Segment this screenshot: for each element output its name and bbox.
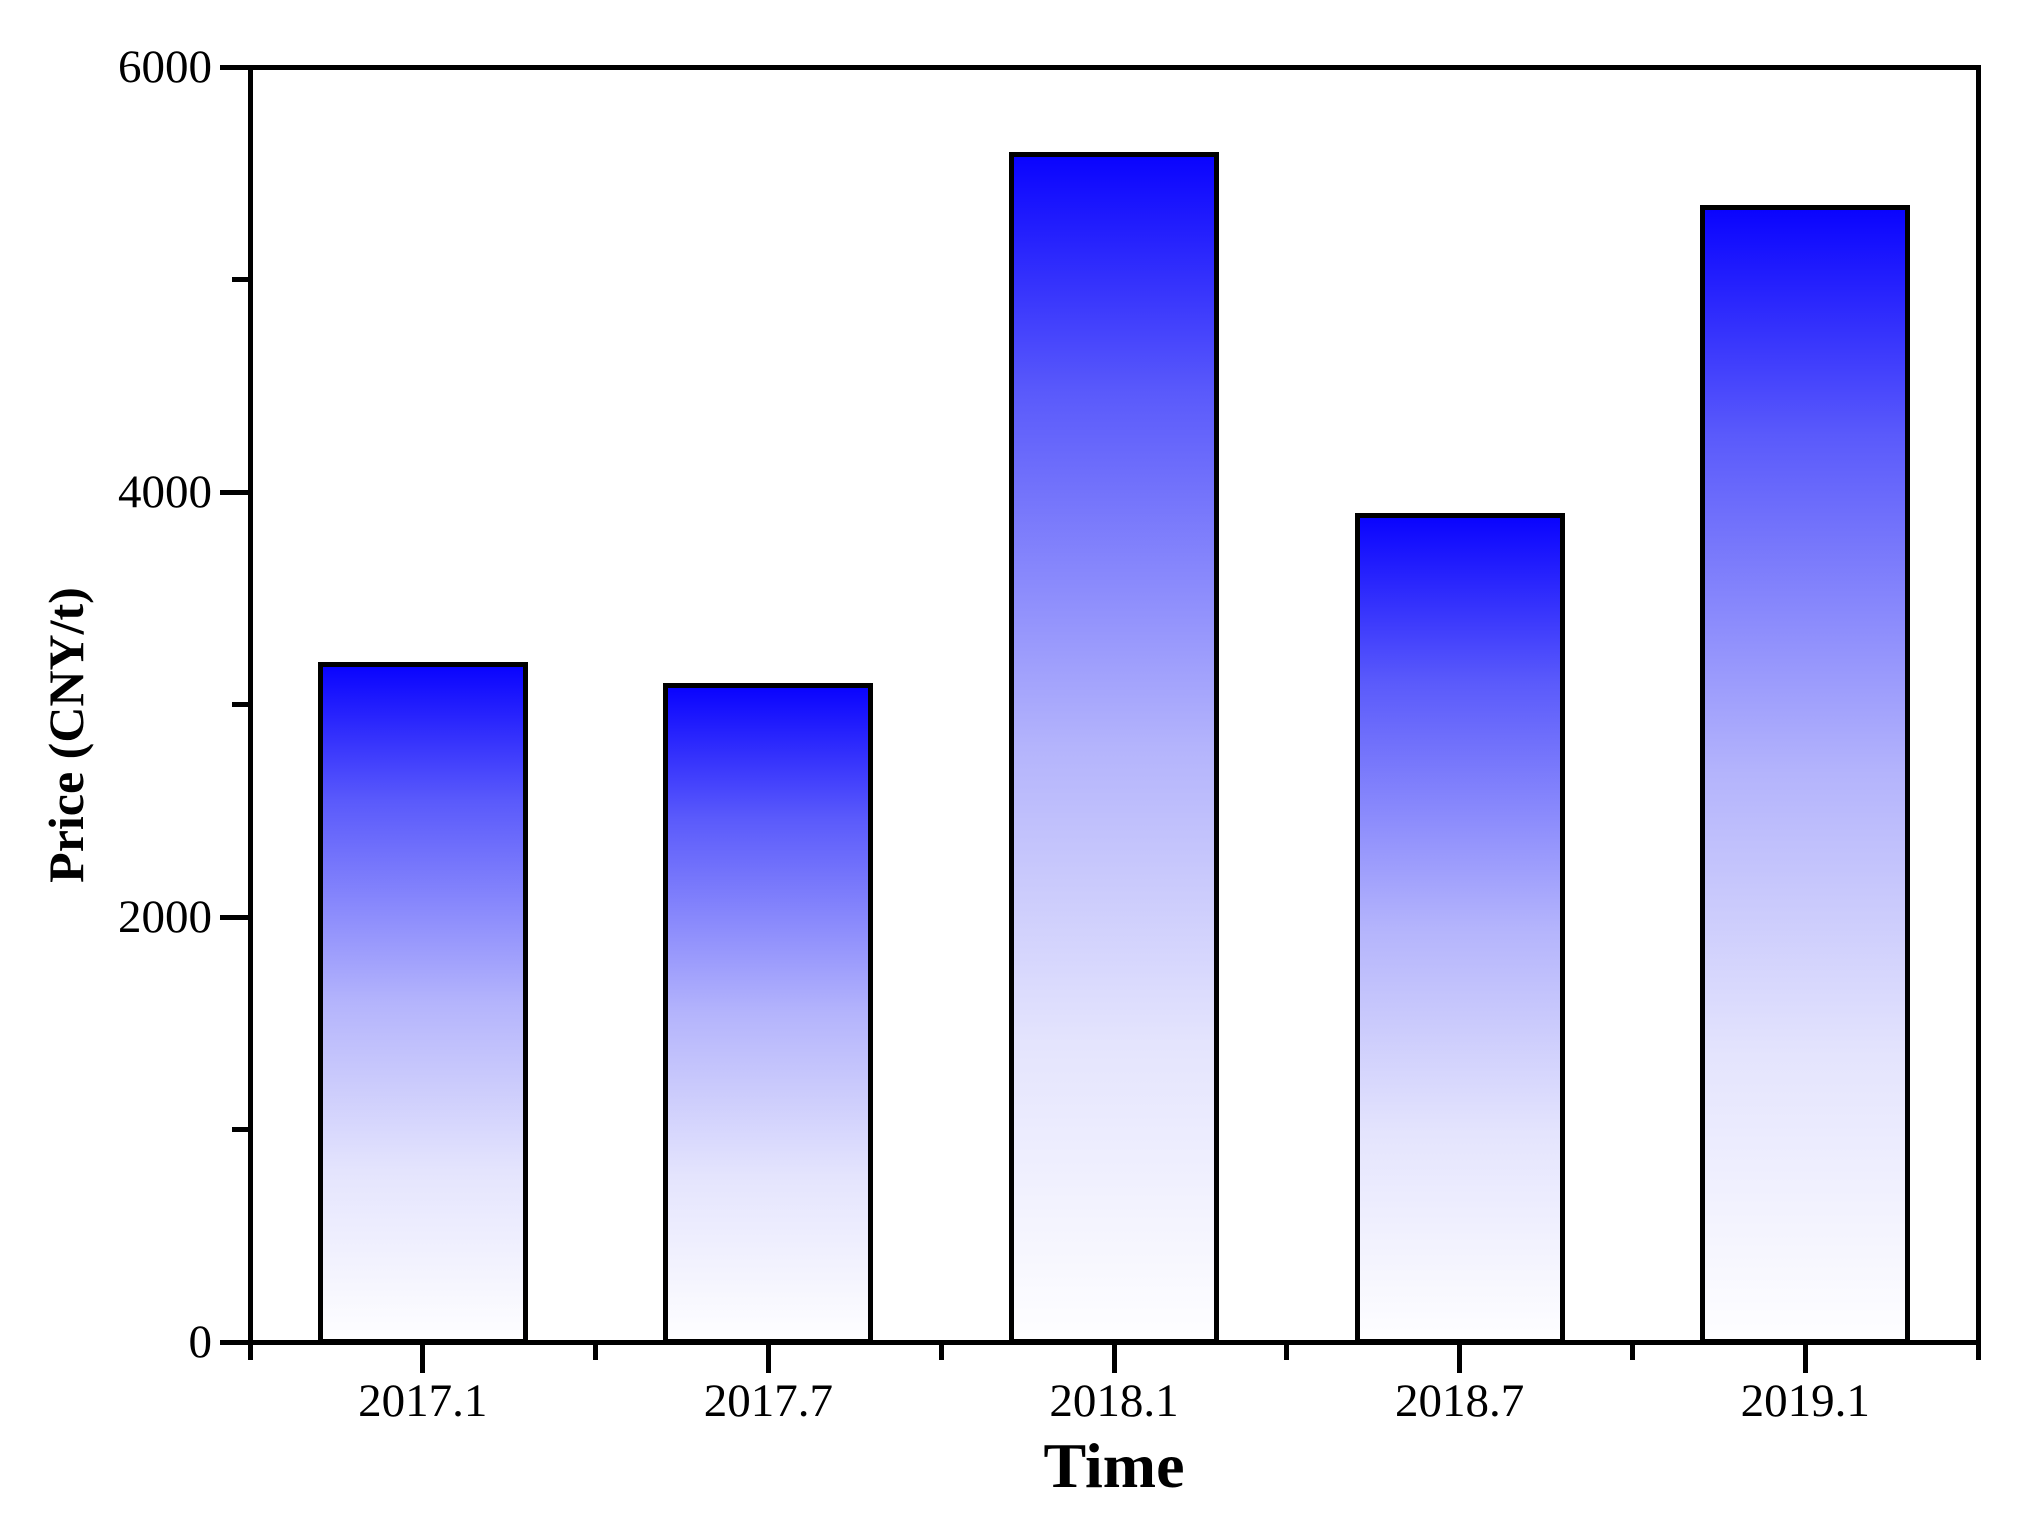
x-minor-tick-3 — [1284, 1344, 1290, 1360]
bar-2019.1 — [1700, 205, 1911, 1344]
x-tick-label-2017.7: 2017.7 — [703, 1375, 834, 1427]
x-minor-tick-2 — [938, 1344, 944, 1360]
y-tick-label-6000: 6000 — [118, 41, 212, 93]
x-tick-label-2019.1: 2019.1 — [1740, 1375, 1870, 1427]
y-major-tick-6000 — [219, 64, 248, 70]
x-major-tick-2017.7 — [765, 1344, 771, 1373]
y-tick-label-4000: 4000 — [118, 466, 212, 518]
x-major-tick-2018.7 — [1457, 1344, 1463, 1373]
y-minor-tick-3000 — [231, 702, 248, 707]
x-tick-label-2017.1: 2017.1 — [358, 1375, 488, 1427]
x-major-tick-2019.1 — [1802, 1344, 1808, 1373]
x-minor-tick-4 — [1629, 1344, 1635, 1360]
bar-2017.1 — [317, 662, 528, 1344]
y-tick-label-0: 0 — [188, 1316, 213, 1368]
x-tick-label-2018.1: 2018.1 — [1049, 1375, 1179, 1427]
bar-2017.7 — [663, 683, 874, 1344]
y-major-tick-4000 — [219, 489, 248, 495]
x-major-tick-2017.1 — [420, 1344, 426, 1373]
bar-2018.1 — [1009, 152, 1219, 1344]
y-major-tick-0 — [219, 1339, 248, 1345]
x-axis-title: Time — [1043, 1430, 1185, 1501]
x-minor-tick-5 — [1975, 1344, 1981, 1360]
x-minor-tick-0 — [247, 1344, 253, 1360]
x-tick-label-2018.7: 2018.7 — [1394, 1375, 1525, 1427]
y-minor-tick-1000 — [231, 1127, 248, 1132]
x-minor-tick-1 — [593, 1344, 599, 1360]
y-tick-label-2000: 2000 — [118, 891, 212, 943]
bar-2018.7 — [1354, 513, 1565, 1344]
y-major-tick-2000 — [219, 914, 248, 920]
y-axis-title: Price (CNY/t) — [38, 587, 94, 883]
x-major-tick-2018.1 — [1111, 1344, 1117, 1373]
y-minor-tick-5000 — [231, 277, 248, 282]
